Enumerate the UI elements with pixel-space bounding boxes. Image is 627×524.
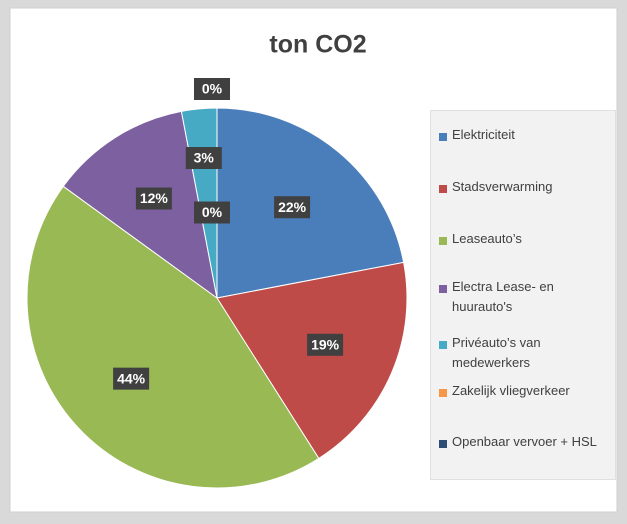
pie-slice bbox=[26, 185, 320, 489]
legend-swatch bbox=[439, 185, 447, 193]
legend-item: Zakelijk vliegverkeer bbox=[439, 383, 610, 401]
chart-title: ton CO2 bbox=[269, 31, 366, 59]
data-label-text: 0% bbox=[202, 81, 223, 97]
legend-swatch bbox=[439, 389, 447, 397]
data-label-box bbox=[194, 201, 230, 224]
pie-slice bbox=[216, 107, 405, 299]
data-label: 19% bbox=[307, 333, 344, 356]
data-label-box bbox=[135, 187, 172, 210]
legend-swatch bbox=[439, 237, 447, 245]
legend-item: Elektriciteit bbox=[439, 127, 610, 145]
pie-slice bbox=[216, 261, 408, 460]
legend-swatch bbox=[439, 341, 447, 349]
data-label-text: 44% bbox=[117, 370, 146, 386]
legend-item: Leaseauto’s bbox=[439, 231, 610, 249]
data-label-text: 22% bbox=[278, 199, 307, 215]
data-label-text: 12% bbox=[140, 190, 169, 206]
legend-item: Electra Lease- en huurauto's bbox=[439, 279, 610, 317]
data-label-text: 19% bbox=[311, 336, 340, 352]
data-label: 0% bbox=[194, 78, 230, 100]
legend-label: Elektriciteit bbox=[452, 127, 515, 142]
data-label-box bbox=[274, 196, 311, 219]
legend-label: Openbaar vervoer + HSL bbox=[452, 434, 597, 449]
legend-item: Privéauto’s van medewerkers bbox=[439, 335, 610, 373]
legend: Elektriciteit Stadsverwarming Leaseauto’s E… bbox=[430, 110, 616, 480]
data-label-box bbox=[185, 147, 222, 170]
legend-label: Privéauto’s van medewerkers bbox=[452, 335, 541, 370]
data-label: 0% bbox=[194, 201, 230, 224]
data-label-box bbox=[194, 78, 230, 100]
legend-item: Stadsverwarming bbox=[439, 179, 610, 197]
data-label-text: 0% bbox=[202, 204, 223, 220]
legend-item: Openbaar vervoer + HSL bbox=[439, 434, 610, 452]
data-label: 22% bbox=[274, 196, 311, 219]
legend-swatch bbox=[439, 133, 447, 141]
data-label-box bbox=[113, 367, 150, 390]
data-label: 44% bbox=[113, 367, 150, 390]
data-label-text: 3% bbox=[194, 150, 215, 166]
legend-swatch bbox=[439, 285, 447, 293]
data-label-box bbox=[307, 333, 344, 356]
legend-swatch bbox=[439, 440, 447, 448]
legend-label: Electra Lease- en huurauto's bbox=[452, 279, 554, 314]
legend-label: Leaseauto’s bbox=[452, 231, 522, 246]
data-label: 12% bbox=[135, 187, 172, 210]
legend-label: Stadsverwarming bbox=[452, 179, 553, 194]
data-label: 3% bbox=[185, 147, 222, 170]
legend-label: Zakelijk vliegverkeer bbox=[452, 383, 570, 398]
